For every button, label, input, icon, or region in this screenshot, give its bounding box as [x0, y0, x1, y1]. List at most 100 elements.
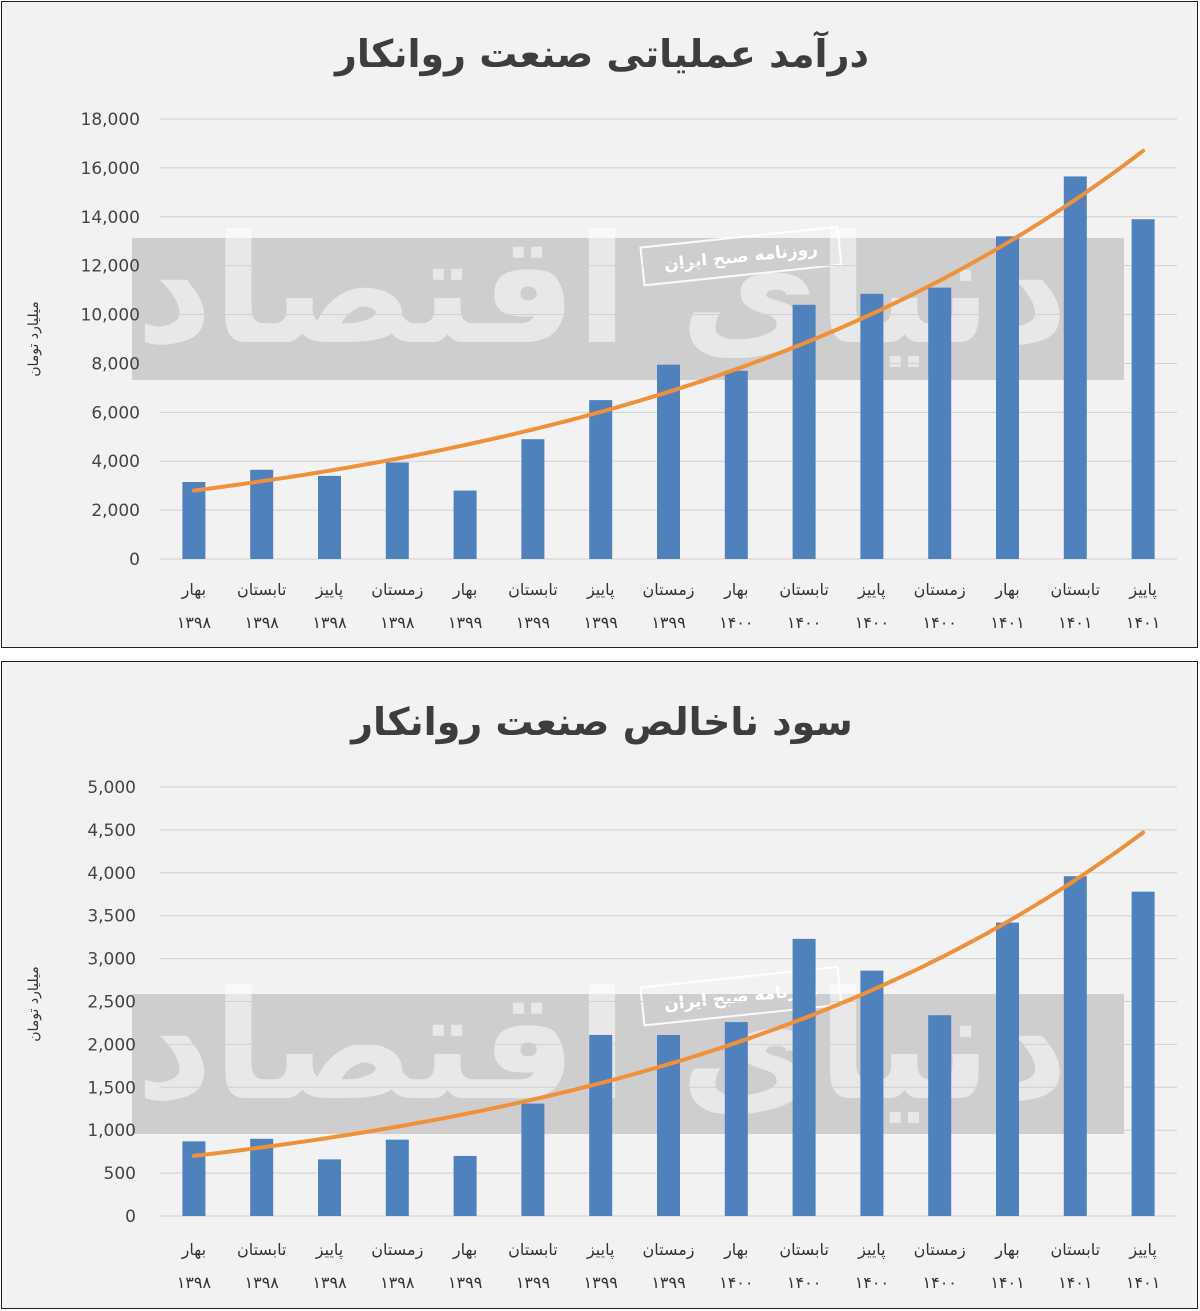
x-tick-label: بهار [723, 580, 748, 600]
bar [385, 1139, 409, 1216]
x-tick-label: زمستان [642, 1240, 694, 1260]
chart-title: درآمد عملیاتی صنعت روانکار [333, 30, 869, 77]
x-tick-label: ۱۳۹۹ [584, 613, 618, 632]
x-tick-label: ۱۴۰۰ [855, 1273, 889, 1292]
x-tick-label: ۱۳۹۸ [245, 613, 280, 632]
x-tick-label: پاییز [315, 580, 343, 600]
x-tick-label: پاییز [1128, 1240, 1156, 1260]
bar [1063, 176, 1087, 559]
bar [589, 1034, 613, 1216]
x-tick-label: پاییز [586, 1240, 614, 1260]
x-tick-label: ۱۴۰۱ [990, 613, 1024, 632]
bar [385, 462, 409, 559]
x-tick-label: بهار [994, 580, 1019, 600]
bar [318, 1159, 341, 1216]
x-tick-label: ۱۴۰۱ [990, 1273, 1024, 1292]
x-tick-label: تابستان [508, 580, 558, 599]
x-tick-label: بهار [452, 580, 477, 600]
y-tick-label: 10,000 [81, 306, 140, 326]
watermark-band [132, 994, 1124, 1134]
y-tick-label: 0 [125, 1207, 136, 1227]
x-tick-label: زمستان [371, 1240, 423, 1260]
x-tick-label: ۱۴۰۱ [1126, 613, 1160, 632]
bar [182, 482, 206, 559]
x-tick-label: پاییز [586, 580, 614, 600]
x-tick-label: ۱۴۰۰ [923, 1273, 957, 1292]
x-tick-label: پاییز [1128, 580, 1156, 600]
y-tick-label: 0 [129, 550, 140, 570]
trendline [191, 148, 1146, 493]
x-tick-label: ۱۳۹۸ [177, 1273, 212, 1292]
x-tick-label: ۱۴۰۱ [1126, 1273, 1160, 1292]
gross-profit-chart: دنیای اقتصاد روزنامه صبح ایران سود ناخال… [26, 700, 1177, 1292]
x-tick-label: تابستان [1051, 580, 1101, 599]
x-tick-label: بهار [181, 1240, 206, 1260]
x-tick-label: تابستان [779, 580, 829, 599]
x-tick-label: ۱۴۰۰ [719, 1273, 753, 1292]
x-tick-label: ۱۳۹۸ [312, 1273, 347, 1292]
bar [521, 1103, 545, 1216]
y-tick-label: 4,500 [87, 821, 136, 841]
bar [928, 1015, 952, 1216]
gross-profit-chart-panel: دنیای اقتصاد روزنامه صبح ایران سود ناخال… [1, 661, 1198, 1309]
bar [724, 1022, 748, 1216]
x-tick-label: ۱۳۹۹ [448, 1273, 482, 1292]
bar [182, 1141, 206, 1216]
bar [521, 439, 545, 559]
x-tick-label: بهار [723, 1240, 748, 1260]
x-tick-label: زمستان [914, 580, 966, 600]
y-tick-label: 14,000 [81, 208, 140, 228]
x-tick-label: بهار [181, 580, 206, 600]
bar [657, 364, 680, 559]
x-tick-label: ۱۳۹۹ [516, 1273, 550, 1292]
bar [250, 1138, 274, 1216]
watermark: دنیای اقتصاد روزنامه صبح ایران [132, 204, 1124, 380]
watermark: دنیای اقتصاد روزنامه صبح ایران [132, 960, 1124, 1134]
bar [860, 293, 884, 559]
bar [1131, 891, 1155, 1216]
bar [250, 469, 274, 559]
revenue-chart-panel: دنیای اقتصاد روزنامه صبح ایران درآمد عمل… [1, 1, 1198, 648]
y-tick-label: 1,000 [87, 1121, 136, 1141]
y-tick-label: 4,000 [87, 864, 136, 884]
y-tick-label: 2,500 [87, 993, 136, 1013]
x-tick-label: ۱۴۰۱ [1058, 613, 1092, 632]
x-tick-label: پاییز [315, 1240, 343, 1260]
y-tick-label: 5,000 [87, 778, 136, 798]
x-tick-label: ۱۳۹۸ [245, 1273, 280, 1292]
bar [318, 475, 341, 559]
bar [1063, 876, 1087, 1216]
y-tick-label: 18,000 [81, 110, 140, 130]
bar [589, 400, 613, 559]
trendline [191, 830, 1146, 1158]
y-tick-label: 3,000 [87, 950, 136, 970]
chart-title: سود ناخالص صنعت روانکار [349, 700, 853, 745]
x-tick-label: بهار [994, 1240, 1019, 1260]
bar [996, 236, 1019, 560]
x-tick-label: تابستان [508, 1240, 558, 1259]
watermark-tag-box [639, 225, 843, 287]
y-tick-label: 3,500 [87, 907, 136, 927]
x-tick-label: تابستان [779, 1240, 829, 1259]
bar [724, 370, 748, 559]
x-tick-label: ۱۴۰۱ [1058, 1273, 1092, 1292]
y-tick-label: 12,000 [81, 257, 140, 277]
bar [792, 938, 816, 1216]
x-tick-label: ۱۳۹۸ [380, 1273, 415, 1292]
x-tick-label: ۱۳۹۹ [448, 613, 482, 632]
x-tick-label: پاییز [857, 580, 885, 600]
bar [657, 1034, 680, 1216]
watermark-logo: دنیای اقتصاد [136, 204, 1069, 378]
x-tick-label: ۱۴۰۰ [787, 613, 821, 632]
bar [860, 970, 884, 1216]
y-tick-label: 4,000 [91, 452, 140, 472]
x-tick-label: زمستان [642, 580, 694, 600]
x-tick-label: ۱۳۹۹ [651, 1273, 685, 1292]
bar [453, 1155, 477, 1216]
x-tick-label: ۱۳۹۸ [177, 613, 212, 632]
bar [996, 922, 1019, 1216]
revenue-chart: دنیای اقتصاد روزنامه صبح ایران درآمد عمل… [26, 30, 1177, 632]
x-tick-label: زمستان [914, 1240, 966, 1260]
y-tick-label: 2,000 [91, 501, 140, 521]
x-tick-label: ۱۴۰۰ [719, 613, 753, 632]
